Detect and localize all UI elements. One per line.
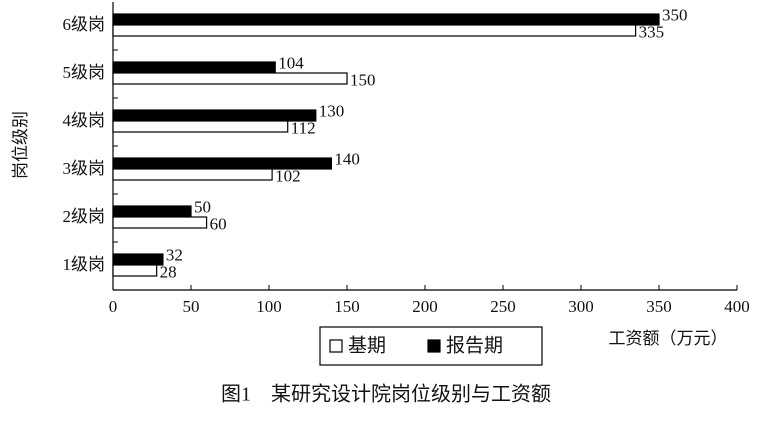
y-tick-label: 5级岗: [63, 63, 106, 82]
data-label: 104: [278, 53, 304, 72]
data-label: 60: [210, 214, 227, 233]
data-label: 150: [350, 70, 376, 89]
data-label: 140: [334, 149, 360, 168]
x-tick-label: 200: [412, 297, 438, 316]
data-label: 112: [291, 118, 316, 137]
y-tick-label: 1级岗: [63, 255, 106, 274]
x-tick-label: 150: [334, 297, 360, 316]
x-axis-title: 工资额（万元）: [609, 329, 728, 348]
data-label: 28: [160, 262, 177, 281]
bar: [112, 216, 208, 229]
bar: [112, 253, 164, 266]
data-label: 130: [319, 101, 345, 120]
x-tick-label: 50: [183, 297, 200, 316]
legend-label: 基期: [348, 334, 386, 356]
legend-box: [319, 326, 543, 366]
bar: [112, 120, 289, 133]
x-tick-label: 350: [646, 297, 672, 316]
legend-swatch: [329, 339, 343, 353]
x-tick-label: 400: [724, 297, 750, 316]
data-label: 50: [194, 197, 211, 216]
legend-swatch: [427, 339, 441, 353]
caption: 图1 某研究设计院岗位级别与工资额: [221, 383, 551, 406]
data-label: 102: [275, 166, 301, 185]
bar: [112, 168, 273, 181]
legend-label: 报告期: [446, 334, 503, 356]
data-label: 350: [662, 5, 688, 24]
bar: [112, 205, 192, 218]
y-tick-label: 3级岗: [63, 159, 106, 178]
x-tick-label: 0: [109, 297, 118, 316]
bar: [112, 72, 348, 85]
y-axis-title: 岗位级别: [11, 111, 30, 179]
y-tick-label: 6级岗: [63, 15, 106, 34]
x-tick-label: 100: [256, 297, 282, 316]
bar: [112, 24, 637, 37]
y-tick-label: 4级岗: [63, 111, 106, 130]
bar: [112, 109, 317, 122]
x-tick-label: 300: [568, 297, 594, 316]
data-label: 335: [639, 22, 665, 41]
bar: [112, 61, 276, 74]
x-tick-label: 250: [490, 297, 516, 316]
bar: [112, 13, 660, 26]
data-label: 32: [166, 245, 183, 264]
bar: [112, 264, 158, 277]
y-tick-label: 2级岗: [63, 207, 106, 226]
